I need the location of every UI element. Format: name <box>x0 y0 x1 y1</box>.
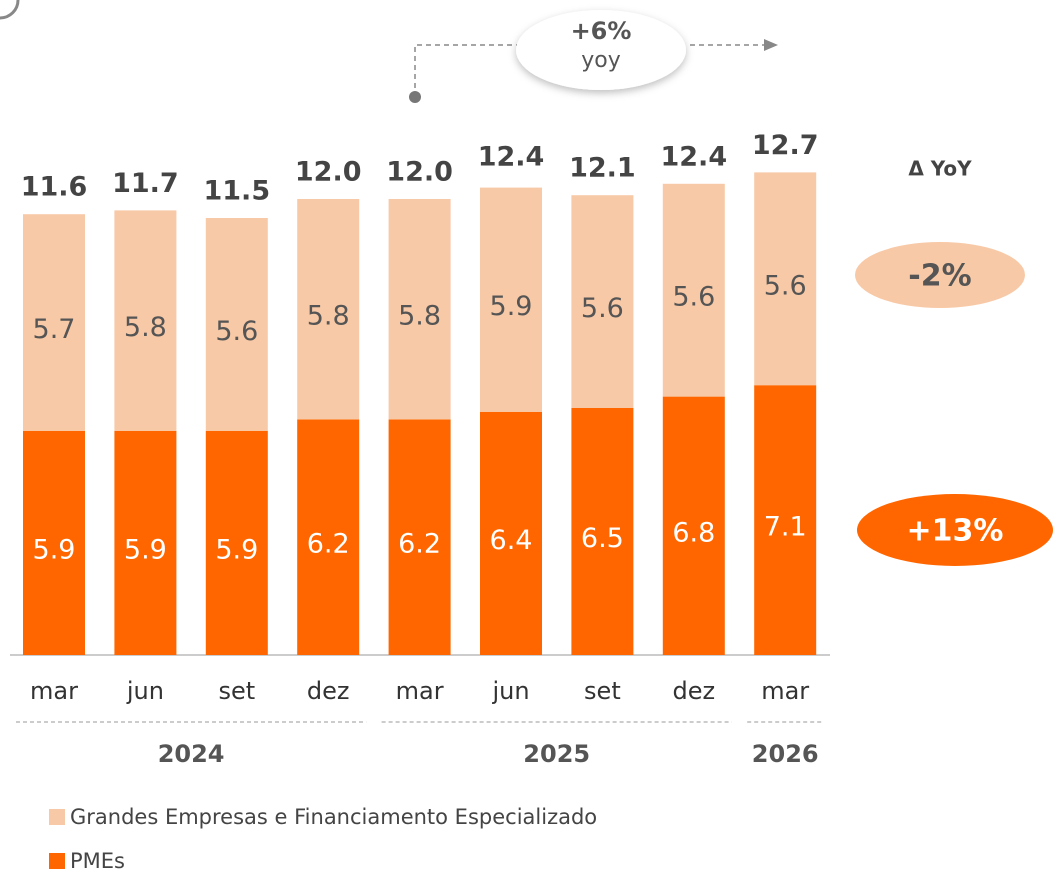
x-tick-label: jun <box>126 677 164 705</box>
total-label: 11.5 <box>203 176 270 207</box>
total-label: 12.7 <box>752 130 819 161</box>
segment-label: 5.9 <box>33 534 76 565</box>
segment-label: 5.7 <box>33 314 76 345</box>
growth-value: +6% <box>571 17 632 45</box>
segment-label: 5.8 <box>307 301 350 332</box>
x-tick-label: set <box>218 677 255 705</box>
yoy-badge <box>857 494 1053 566</box>
segment-label: 5.9 <box>490 291 533 322</box>
segment-label: 6.2 <box>398 529 441 560</box>
bar-segment <box>297 199 360 420</box>
segment-label: 6.5 <box>581 523 624 554</box>
x-tick-label: dez <box>672 677 715 705</box>
segment-label: 6.4 <box>490 525 533 556</box>
bar-segment <box>480 187 542 412</box>
segment-label: 5.6 <box>764 270 807 301</box>
total-label: 12.0 <box>295 157 362 188</box>
decor-circle <box>0 0 20 20</box>
total-label: 12.0 <box>386 157 453 188</box>
group-label: 2026 <box>752 740 819 768</box>
total-label: 11.6 <box>21 172 88 203</box>
bar-segment <box>754 172 817 386</box>
bar-segment <box>662 396 725 655</box>
bar-segment <box>23 214 85 431</box>
x-tick-label: mar <box>761 677 809 705</box>
arrow-head <box>764 39 778 51</box>
total-label: 12.1 <box>569 153 636 184</box>
bar-segment <box>114 210 177 431</box>
x-tick-label: set <box>584 677 621 705</box>
bar-segment <box>388 199 451 420</box>
bar-segment <box>388 419 451 655</box>
legend-swatch <box>49 809 65 825</box>
bar-segment <box>571 195 634 408</box>
legend-label: Grandes Empresas e Financiamento Especia… <box>70 805 597 829</box>
group-label: 2025 <box>523 740 590 768</box>
x-tick-label: dez <box>307 677 350 705</box>
segment-label: 5.6 <box>215 316 258 347</box>
bar-segment <box>114 430 177 655</box>
bar-segment <box>297 419 360 655</box>
total-label: 12.4 <box>478 141 545 172</box>
segment-label: 5.9 <box>124 534 167 565</box>
segment-label: 5.6 <box>672 282 715 313</box>
growth-bubble <box>516 10 686 90</box>
bar-segment <box>205 430 268 655</box>
segment-label: 5.9 <box>215 534 258 565</box>
bar-segment <box>754 385 817 655</box>
bar-segment <box>205 218 268 431</box>
segment-label: 7.1 <box>764 512 807 543</box>
bar-segment <box>662 183 725 397</box>
segment-label: 6.2 <box>307 529 350 560</box>
x-tick-label: mar <box>396 677 444 705</box>
segment-label: 5.8 <box>398 301 441 332</box>
total-label: 12.4 <box>660 141 727 172</box>
yoy-badge <box>855 242 1025 308</box>
arrow-dot <box>409 91 421 103</box>
bar-segment <box>23 430 85 655</box>
bar-segment <box>571 408 634 655</box>
yoy-value: -2% <box>908 259 971 294</box>
total-label: 11.7 <box>112 168 179 199</box>
segment-label: 5.8 <box>124 312 167 343</box>
group-label: 2024 <box>158 740 225 768</box>
bar-segment <box>480 411 542 655</box>
yoy-header: Δ YoY <box>908 157 972 181</box>
legend-label: PMEs <box>70 849 125 873</box>
x-tick-label: mar <box>30 677 78 705</box>
segment-label: 6.8 <box>672 517 715 548</box>
x-tick-label: jun <box>491 677 529 705</box>
growth-unit: yoy <box>581 48 621 73</box>
legend-swatch <box>49 853 65 869</box>
arrow-line <box>414 44 520 97</box>
yoy-value: +13% <box>907 514 1004 549</box>
segment-label: 5.6 <box>581 293 624 324</box>
